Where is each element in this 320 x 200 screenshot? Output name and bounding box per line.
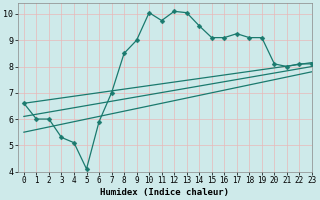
- X-axis label: Humidex (Indice chaleur): Humidex (Indice chaleur): [100, 188, 229, 197]
